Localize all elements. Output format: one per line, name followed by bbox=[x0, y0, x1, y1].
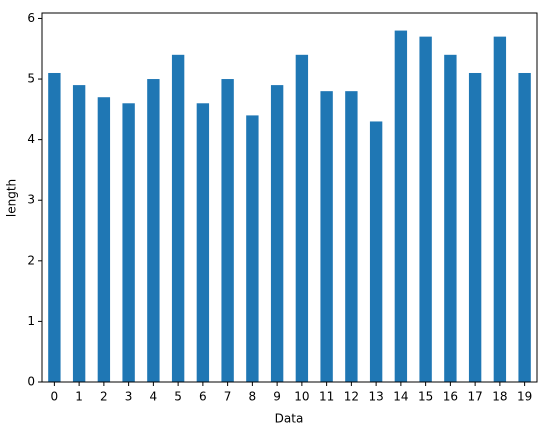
y-tick-label: 0 bbox=[27, 375, 35, 389]
bar bbox=[72, 85, 86, 382]
bar bbox=[48, 72, 61, 382]
y-tick-label: 6 bbox=[27, 11, 35, 25]
bar bbox=[122, 103, 135, 382]
x-axis-label: Data bbox=[275, 412, 304, 426]
bar bbox=[369, 121, 383, 382]
bar bbox=[419, 36, 432, 382]
x-tick-label: 13 bbox=[368, 390, 383, 404]
x-tick-label: 7 bbox=[224, 390, 232, 404]
bar bbox=[444, 54, 457, 382]
x-tick-label: 3 bbox=[125, 390, 133, 404]
bar bbox=[468, 72, 482, 382]
bar bbox=[320, 91, 333, 382]
bar bbox=[345, 91, 358, 382]
x-tick-label: 19 bbox=[517, 390, 532, 404]
bar bbox=[394, 30, 408, 382]
y-tick-label: 1 bbox=[27, 314, 35, 328]
bar bbox=[196, 103, 210, 382]
x-tick-label: 15 bbox=[418, 390, 433, 404]
bar bbox=[147, 79, 160, 382]
x-tick-label: 1 bbox=[75, 390, 83, 404]
x-tick-label: 18 bbox=[492, 390, 507, 404]
x-tick-label: 12 bbox=[344, 390, 359, 404]
bar bbox=[295, 54, 309, 382]
plot-frame bbox=[41, 12, 538, 383]
x-tick-label: 8 bbox=[249, 390, 257, 404]
x-tick-label: 10 bbox=[294, 390, 309, 404]
bar bbox=[246, 115, 259, 382]
y-tick-label: 4 bbox=[27, 132, 35, 146]
y-tick-label: 3 bbox=[27, 193, 35, 207]
x-tick-label: 14 bbox=[393, 390, 408, 404]
x-tick-label: 16 bbox=[443, 390, 458, 404]
y-axis-label: length bbox=[5, 179, 19, 217]
x-tick-label: 11 bbox=[319, 390, 334, 404]
x-tick-label: 0 bbox=[51, 390, 59, 404]
bar bbox=[171, 54, 185, 382]
x-tick-label: 5 bbox=[174, 390, 182, 404]
x-tick-label: 2 bbox=[100, 390, 108, 404]
bar bbox=[97, 97, 111, 382]
bar bbox=[518, 72, 531, 382]
x-tick-label: 4 bbox=[150, 390, 158, 404]
x-tick-label: 6 bbox=[199, 390, 207, 404]
bar bbox=[493, 36, 507, 382]
y-tick-label: 5 bbox=[27, 72, 35, 86]
y-tick-label: 2 bbox=[27, 253, 35, 267]
bar bbox=[221, 79, 234, 382]
x-tick-label: 17 bbox=[467, 390, 482, 404]
x-tick-label: 9 bbox=[273, 390, 281, 404]
bar bbox=[270, 85, 284, 382]
